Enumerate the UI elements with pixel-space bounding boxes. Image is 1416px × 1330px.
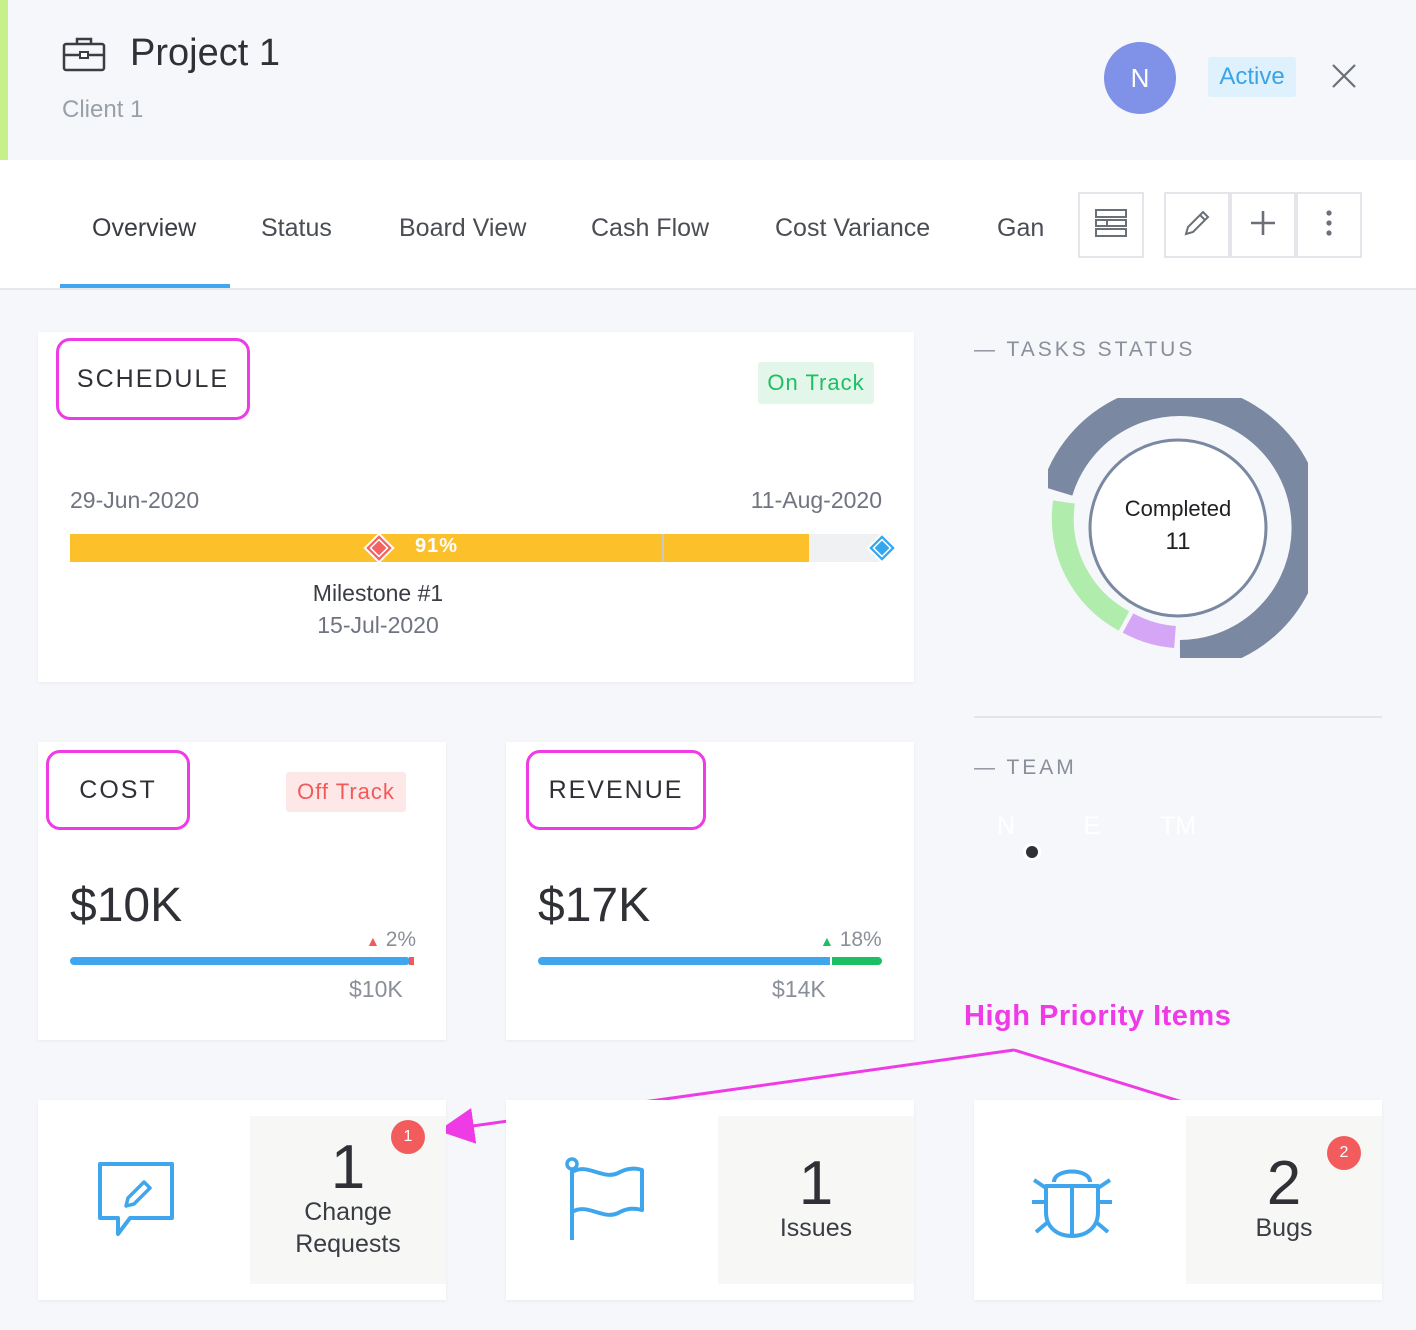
tab-overview[interactable]: Overview: [92, 214, 197, 242]
cost-change: ▲ 2%: [366, 928, 417, 951]
team-member-avatar[interactable]: N: [996, 811, 1016, 840]
owner-avatar[interactable]: N: [1104, 42, 1176, 114]
cost-status-badge: Off Track: [286, 772, 406, 812]
change-requests-label: Change: [304, 1198, 392, 1226]
cost-card: COST Off Track $10K ▲ 2% $10K: [38, 742, 446, 1040]
schedule-card: SCHEDULE On Track 29-Jun-2020 11-Aug-202…: [38, 332, 914, 682]
divider: [974, 716, 1382, 718]
flag-icon: [562, 1156, 648, 1249]
completed-segment: [1041, 384, 1324, 672]
cost-amount: $10K: [70, 879, 183, 932]
cost-progress-bar: [70, 957, 410, 965]
project-header: Project 1 Client 1 N Active: [0, 0, 1416, 160]
revenue-title: REVENUE: [526, 750, 706, 830]
tab-gantt[interactable]: Gan: [997, 214, 1045, 242]
more-vertical-icon: [1325, 209, 1333, 242]
not-started-segment: [1122, 613, 1177, 648]
tab-cost-variance[interactable]: Cost Variance: [775, 214, 931, 242]
end-diamond-icon[interactable]: [865, 531, 899, 570]
bugs-count: 2: [1266, 1149, 1302, 1218]
change-requests-card[interactable]: 1 Change Requests 1: [38, 1100, 446, 1300]
bug-icon: [1028, 1156, 1116, 1247]
issues-count: 1: [798, 1149, 834, 1218]
issues-label: Issues: [779, 1214, 853, 1242]
page-title: Project 1: [130, 32, 280, 74]
tasks-status-heading: — TASKS STATUS: [974, 338, 1196, 361]
close-button[interactable]: [1324, 58, 1364, 98]
schedule-end-date: 11-Aug-2020: [750, 487, 882, 513]
cost-baseline: $10K: [349, 976, 403, 1002]
tab-board-view[interactable]: Board View: [399, 214, 527, 242]
tab-status[interactable]: Status: [261, 214, 332, 242]
schedule-title: SCHEDULE: [56, 338, 250, 420]
cost-overrun-bar: [409, 957, 414, 965]
priority-badge: 2: [1327, 1136, 1361, 1170]
layout-button[interactable]: [1078, 192, 1144, 258]
high-priority-annotation: High Priority Items: [964, 1000, 1232, 1032]
close-icon: [1331, 63, 1357, 94]
bugs-card[interactable]: 2 Bugs 2: [974, 1100, 1382, 1300]
add-button[interactable]: [1230, 192, 1296, 258]
team-heading: — TEAM: [974, 756, 1077, 779]
revenue-card: REVENUE $17K ▲ 18% $14K: [506, 742, 914, 1040]
bugs-label: Bugs: [1255, 1214, 1313, 1242]
milestone-diamond-icon[interactable]: [362, 531, 396, 570]
milestone-date: 15-Jul-2020: [317, 612, 439, 638]
tab-bar: Overview Status Board View Cash Flow Cos…: [0, 160, 1416, 290]
issues-panel: 1 Issues: [718, 1116, 914, 1284]
table-layout-icon: [1094, 208, 1128, 243]
today-marker: [662, 534, 664, 562]
change-request-icon: [94, 1158, 178, 1247]
milestone-name: Milestone #1: [312, 580, 444, 606]
online-indicator: [1023, 843, 1041, 861]
tab-cash-flow[interactable]: Cash Flow: [591, 214, 710, 242]
revenue-baseline: $14K: [772, 976, 826, 1002]
schedule-progress-fill: [70, 534, 809, 562]
change-requests-label: Requests: [295, 1230, 401, 1258]
schedule-progress-label: 91%: [415, 535, 459, 557]
revenue-change: ▲ 18%: [820, 928, 882, 951]
edit-button[interactable]: [1164, 192, 1230, 258]
client-name: Client 1: [62, 96, 144, 123]
tasks-donut-chart[interactable]: Completed 11: [1041, 384, 1324, 672]
donut-center-label: Completed: [1124, 496, 1232, 521]
revenue-excess-bar: [832, 957, 882, 965]
status-badge[interactable]: Active: [1208, 57, 1296, 97]
in-progress-segment: [1051, 500, 1130, 631]
arrow-up-icon: ▲: [820, 933, 834, 949]
priority-badge: 1: [391, 1120, 425, 1154]
arrow-up-icon: ▲: [366, 933, 380, 949]
change-requests-count: 1: [330, 1133, 366, 1202]
team-member-avatar[interactable]: E: [1083, 811, 1101, 840]
schedule-status-badge: On Track: [758, 362, 874, 404]
active-tab-indicator: [60, 284, 230, 288]
plus-icon: [1249, 209, 1277, 242]
schedule-start-date: 29-Jun-2020: [70, 487, 200, 513]
revenue-baseline-bar: [538, 957, 830, 965]
more-button[interactable]: [1296, 192, 1362, 258]
pencil-icon: [1181, 207, 1213, 244]
donut-center-value: 11: [1165, 528, 1191, 555]
cost-title: COST: [46, 750, 190, 830]
briefcase-icon: [62, 36, 106, 77]
revenue-amount: $17K: [538, 879, 651, 932]
team-member-avatar[interactable]: TM: [1159, 811, 1197, 840]
issues-card[interactable]: 1 Issues: [506, 1100, 914, 1300]
